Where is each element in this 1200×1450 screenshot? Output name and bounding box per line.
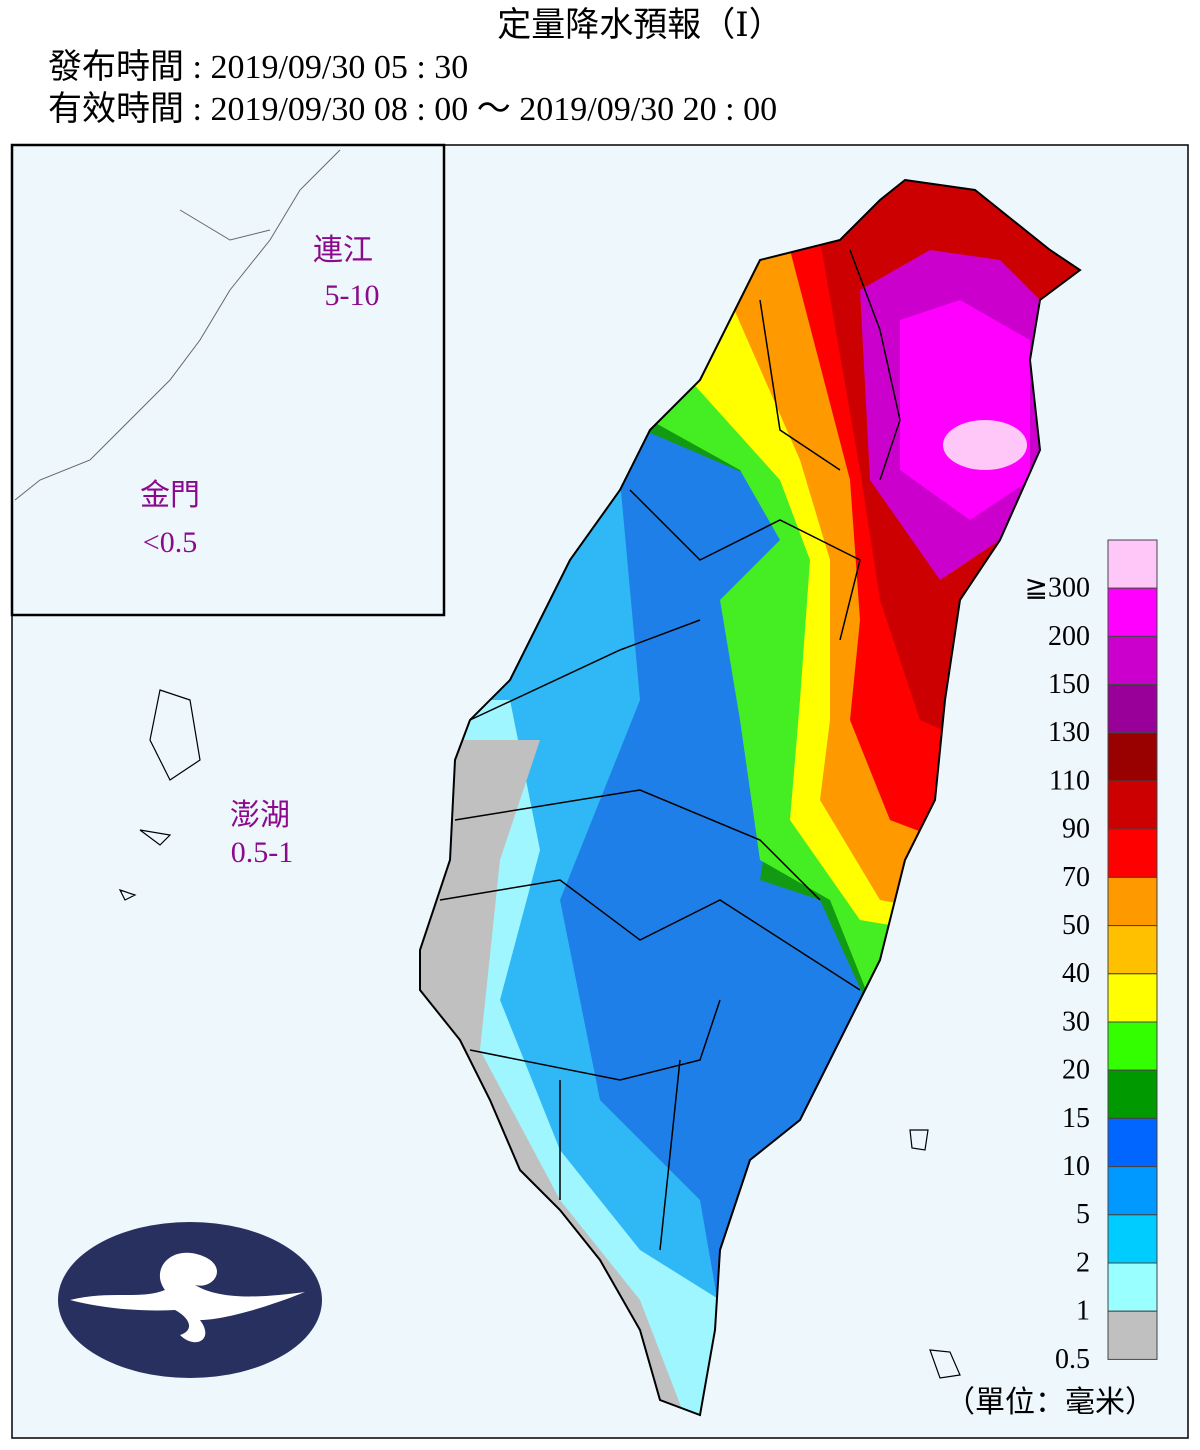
legend-label: 110 — [1049, 765, 1090, 796]
inset-amount: 0.5-1 — [231, 836, 294, 869]
legend-label: 130 — [1048, 717, 1090, 748]
valid-time: 有效時間 : 2019/09/30 08 : 00 ～ 2019/09/30 2… — [48, 90, 777, 128]
penghu — [118, 689, 201, 901]
legend-label: 90 — [1062, 814, 1090, 845]
legend-label: 1 — [1076, 1296, 1090, 1327]
legend-swatch — [1107, 876, 1158, 927]
issued-time: 發布時間 : 2019/09/30 05 : 30 — [48, 48, 468, 86]
legend-label: 0.5 — [1055, 1344, 1090, 1375]
legend-label: 40 — [1062, 958, 1090, 989]
legend-label: ≧300 — [1025, 573, 1090, 604]
legend-swatch — [1107, 925, 1158, 975]
legend-swatch — [1107, 635, 1158, 686]
legend-label: 200 — [1048, 621, 1090, 652]
legend-swatch — [1107, 732, 1158, 782]
islets — [909, 1129, 961, 1379]
legend-swatch — [1107, 1021, 1158, 1071]
legend: ≧300 200 150 130 110 90 70 50 40 30 20 15 10 5 2 1 0.5 — [1025, 539, 1158, 1375]
legend-label: 50 — [1062, 910, 1090, 941]
legend-swatch — [1107, 684, 1158, 734]
inset-name: 金門 — [140, 479, 200, 512]
legend-swatch — [1107, 1310, 1158, 1360]
legend-label: 70 — [1062, 862, 1090, 893]
logo — [58, 1222, 322, 1378]
legend-swatch — [1107, 973, 1158, 1023]
inset-box — [10, 143, 446, 617]
inset-amount: 5-10 — [325, 279, 380, 312]
legend-label: 10 — [1062, 1151, 1090, 1182]
inset-coast — [14, 149, 341, 501]
legend-label: 5 — [1076, 1199, 1090, 1230]
county-borders — [439, 249, 901, 1251]
unit: （單位：毫米） — [945, 1386, 1155, 1419]
legend-label: 30 — [1062, 1006, 1090, 1037]
legend-swatch — [1107, 828, 1158, 878]
legend-label: 150 — [1048, 669, 1090, 700]
legend-swatch — [1107, 587, 1158, 637]
legend-swatch — [1107, 1117, 1158, 1168]
legend-swatch — [1107, 1166, 1158, 1216]
legend-swatch — [1107, 1214, 1158, 1264]
legend-label: 15 — [1062, 1103, 1090, 1134]
inset-amount: <0.5 — [143, 526, 197, 559]
legend-label: 20 — [1062, 1055, 1090, 1086]
inset-name: 連江 — [313, 234, 373, 267]
legend-swatch — [1107, 780, 1158, 830]
legend-label: 2 — [1076, 1247, 1090, 1278]
legend-swatch — [1107, 1262, 1158, 1312]
legend-swatch — [1107, 539, 1158, 589]
title: 定量降水預報（Ⅰ） — [497, 6, 782, 44]
legend-swatch — [1107, 1069, 1158, 1119]
inset-name: 澎湖 — [230, 799, 290, 832]
